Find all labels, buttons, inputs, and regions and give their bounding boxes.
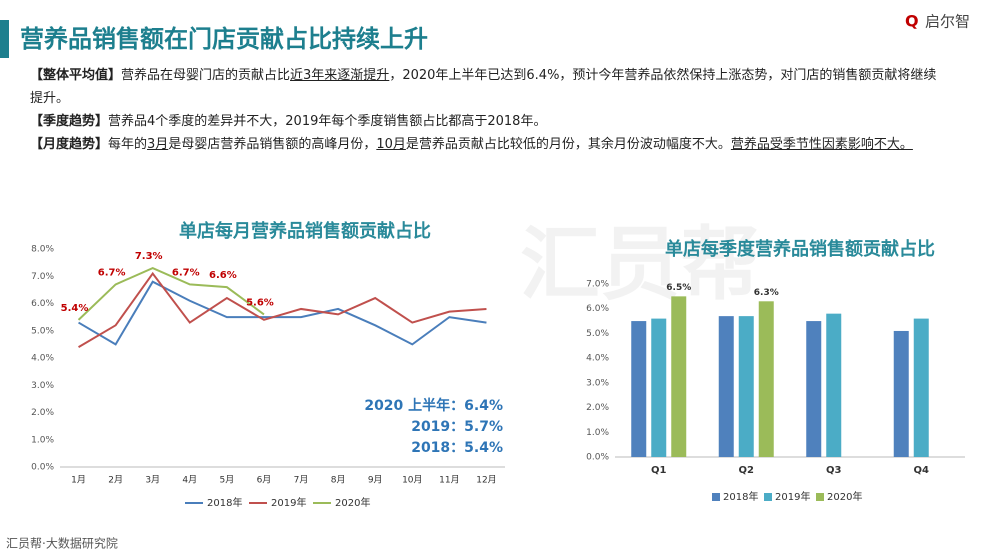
- x-tick-label: Q2: [739, 465, 755, 476]
- bar: [718, 316, 734, 457]
- paragraph-text: ，2020年上半年已达到6.4%，预计今年营养品依然保持上涨态势，对门店的销售额…: [30, 68, 937, 106]
- paragraph-label: 【月度趋势】: [30, 137, 109, 152]
- x-tick-label: 1月: [71, 475, 86, 486]
- paragraph-text: 每年的: [108, 137, 148, 152]
- bar: [651, 318, 667, 457]
- x-tick-label: 8月: [331, 475, 346, 486]
- chart-title: 单店每月营养品销售额贡献占比: [179, 220, 431, 242]
- y-tick-label: 1.0%: [31, 435, 54, 445]
- bar: [806, 321, 822, 457]
- paragraph: 【整体平均值】营养品在母婴门店的贡献占比近3年来逐渐提升，2020年上半年已达到…: [30, 64, 945, 110]
- bar: [631, 321, 647, 457]
- data-label: 6.3%: [754, 288, 779, 298]
- y-tick-label: 7.0%: [31, 272, 54, 282]
- x-tick-label: 3月: [145, 475, 160, 486]
- data-label: 6.6%: [209, 270, 237, 281]
- bar: [893, 330, 909, 457]
- data-label: 6.5%: [666, 283, 691, 293]
- x-tick-label: 12月: [476, 475, 496, 486]
- y-tick-label: 0.0%: [31, 463, 54, 473]
- bar: [738, 316, 754, 457]
- bar: [758, 301, 774, 457]
- y-tick-label: 8.0%: [31, 245, 54, 255]
- x-tick-label: 10月: [402, 475, 422, 486]
- y-tick-label: 5.0%: [31, 326, 54, 336]
- logo-mark: Q: [905, 12, 919, 31]
- data-label: 7.3%: [135, 251, 163, 262]
- data-label: 5.4%: [61, 303, 89, 314]
- watermark: 汇员帮: [520, 218, 760, 311]
- x-tick-label: 7月: [294, 475, 309, 486]
- line: [78, 280, 487, 346]
- x-tick-label: 4月: [182, 475, 197, 486]
- annotation: 2020 上半年：6.4%: [364, 397, 503, 414]
- paragraph-text: 是营养品贡献占比较低的月份，其余月份波动幅度不大。: [405, 137, 731, 152]
- y-tick-label: 3.0%: [31, 381, 54, 391]
- legend-marker: [764, 493, 772, 501]
- paragraph-text: 3月: [147, 137, 169, 152]
- line: [77, 266, 265, 321]
- paragraph: 【季度趋势】营养品4个季度的差异并不大，2019年每个季度销售额占比都高于201…: [30, 110, 945, 133]
- paragraph-label: 【整体平均值】: [30, 68, 122, 83]
- title-accent: [0, 20, 9, 58]
- paragraph-text: 近3年来逐渐提升: [290, 68, 390, 83]
- paragraphs: 【整体平均值】营养品在母婴门店的贡献占比近3年来逐渐提升，2020年上半年已达到…: [30, 64, 945, 156]
- annotation: 2019：5.7%: [411, 419, 503, 435]
- y-tick-label: 7.0%: [586, 280, 609, 290]
- bar: [826, 313, 842, 457]
- paragraph-label: 【季度趋势】: [30, 114, 109, 129]
- x-tick-label: 9月: [368, 475, 383, 486]
- legend-label: 2019年: [775, 490, 810, 503]
- legend-label: 2020年: [827, 490, 862, 503]
- x-tick-label: Q4: [914, 465, 930, 476]
- y-tick-label: 4.0%: [31, 354, 54, 364]
- x-tick-label: 6月: [257, 475, 272, 486]
- legend-label: 2018年: [207, 496, 242, 509]
- slide-title: 营养品销售额在门店贡献占比持续上升: [20, 25, 428, 53]
- y-tick-label: 3.0%: [586, 378, 609, 388]
- bar: [671, 296, 687, 457]
- y-tick-label: 6.0%: [586, 304, 609, 314]
- paragraph-text: 营养品4个季度的差异并不大，2019年每个季度销售额占比都高于2018年。: [108, 114, 547, 129]
- line: [78, 271, 487, 348]
- x-tick-label: 11月: [439, 475, 459, 486]
- chart-title: 单店每季度营养品销售额贡献占比: [665, 238, 935, 260]
- legend-marker: [816, 493, 824, 501]
- x-tick-label: 5月: [220, 475, 235, 486]
- logo: 启尔智: [925, 13, 970, 31]
- legend-marker: [712, 493, 720, 501]
- data-label: 6.7%: [172, 267, 200, 278]
- paragraph-text: 10月: [376, 137, 406, 152]
- paragraph: 【月度趋势】每年的3月是母婴店营养品销售额的高峰月份，10月是营养品贡献占比较低…: [30, 133, 945, 156]
- y-tick-label: 2.0%: [586, 403, 609, 413]
- y-tick-label: 4.0%: [586, 354, 609, 364]
- x-tick-label: Q3: [826, 465, 842, 476]
- x-tick-label: Q1: [651, 465, 667, 476]
- legend-label: 2018年: [723, 490, 758, 503]
- y-tick-label: 2.0%: [31, 408, 54, 418]
- y-tick-label: 0.0%: [586, 453, 609, 463]
- legend-label: 2019年: [271, 496, 306, 509]
- legend-label: 2020年: [335, 496, 370, 509]
- paragraph-text: 是母婴店营养品销售额的高峰月份，: [168, 137, 377, 152]
- data-label: 5.6%: [246, 297, 274, 308]
- bar: [913, 318, 929, 457]
- paragraph-text: 营养品在母婴门店的贡献占比: [121, 68, 291, 83]
- y-tick-label: 6.0%: [31, 299, 54, 309]
- data-label: 6.7%: [98, 267, 126, 278]
- y-tick-label: 1.0%: [586, 428, 609, 438]
- y-tick-label: 5.0%: [586, 329, 609, 339]
- footer: 汇员帮·大数据研究院: [6, 536, 118, 551]
- paragraph-text: 营养品受季节性因素影响不大。: [730, 137, 913, 152]
- annotation: 2018：5.4%: [411, 440, 503, 456]
- x-tick-label: 2月: [108, 475, 123, 486]
